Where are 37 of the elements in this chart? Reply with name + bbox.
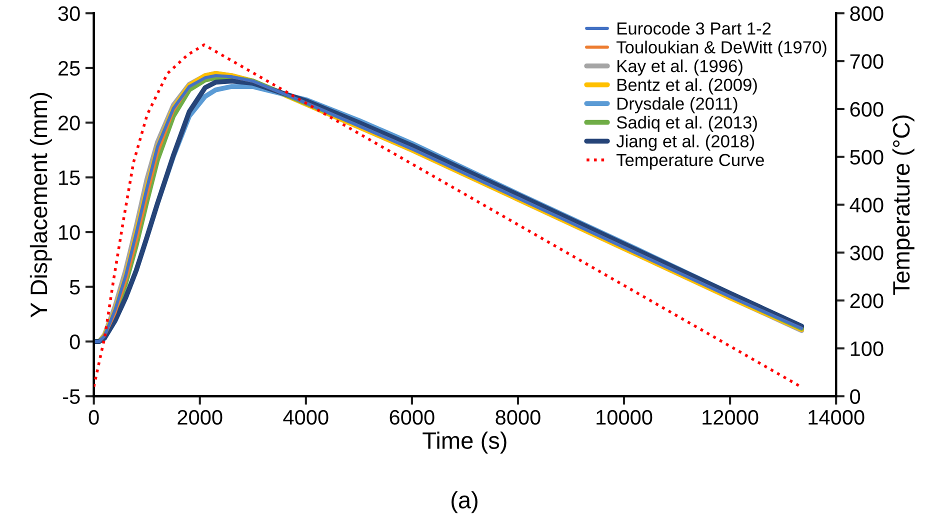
y2-tick-label: 500	[850, 150, 884, 165]
y-tick-label: 0	[70, 334, 80, 350]
x-tick-label: 8000	[496, 410, 540, 425]
x-tick-label: 10000	[596, 410, 652, 425]
x-tick-label: 12000	[702, 410, 758, 425]
y-tick-label: 25	[58, 60, 80, 76]
y2-tick-label: 200	[850, 293, 884, 308]
y-tick-label: -5	[63, 389, 80, 404]
y-tick-label: 10	[59, 225, 80, 240]
x-tick-label: 6000	[390, 410, 434, 425]
legend-label: Jiang et al. (2018)	[616, 134, 754, 151]
legend-label: Eurocode 3 Part 1-2	[618, 22, 771, 35]
y-tick-label: 15	[59, 170, 80, 186]
legend-label: Kay et al. (1996)	[618, 59, 742, 76]
y2-tick-label: 100	[850, 341, 884, 356]
y-tick-label: 30	[58, 6, 80, 21]
y2-tick-label: 300	[850, 246, 884, 260]
y2-tick-label: 600	[850, 102, 884, 117]
legend-label: Drysdale (2011)	[618, 97, 738, 114]
y-axis-title: Y Displacement (mm)	[30, 92, 52, 318]
legend-label: Temperature Curve	[616, 154, 764, 170]
y2-tick-label: 800	[850, 6, 884, 21]
y2-tick-label: 400	[850, 198, 884, 212]
y2-tick-label: 700	[850, 54, 884, 69]
legend-label: Bentz et al. (2009)	[618, 78, 757, 94]
y-tick-label: 20	[58, 116, 80, 130]
x-tick-label: 0	[88, 410, 99, 425]
x-tick-label: 14000	[808, 410, 864, 425]
text: (a)	[452, 491, 478, 514]
legend-label: Touloukian & DeWitt (1970)	[616, 40, 826, 57]
x-tick-label: 2000	[178, 410, 222, 425]
x-tick-label: 4000	[283, 410, 328, 425]
y2-axis-title: Temperature (°C)	[892, 116, 914, 295]
y2-tick-label: 0	[850, 389, 860, 404]
legend-label: Sadiq et al. (2013)	[616, 116, 757, 132]
x-axis-title: Time (s)	[422, 432, 506, 454]
y-tick-label: 5	[70, 280, 80, 295]
